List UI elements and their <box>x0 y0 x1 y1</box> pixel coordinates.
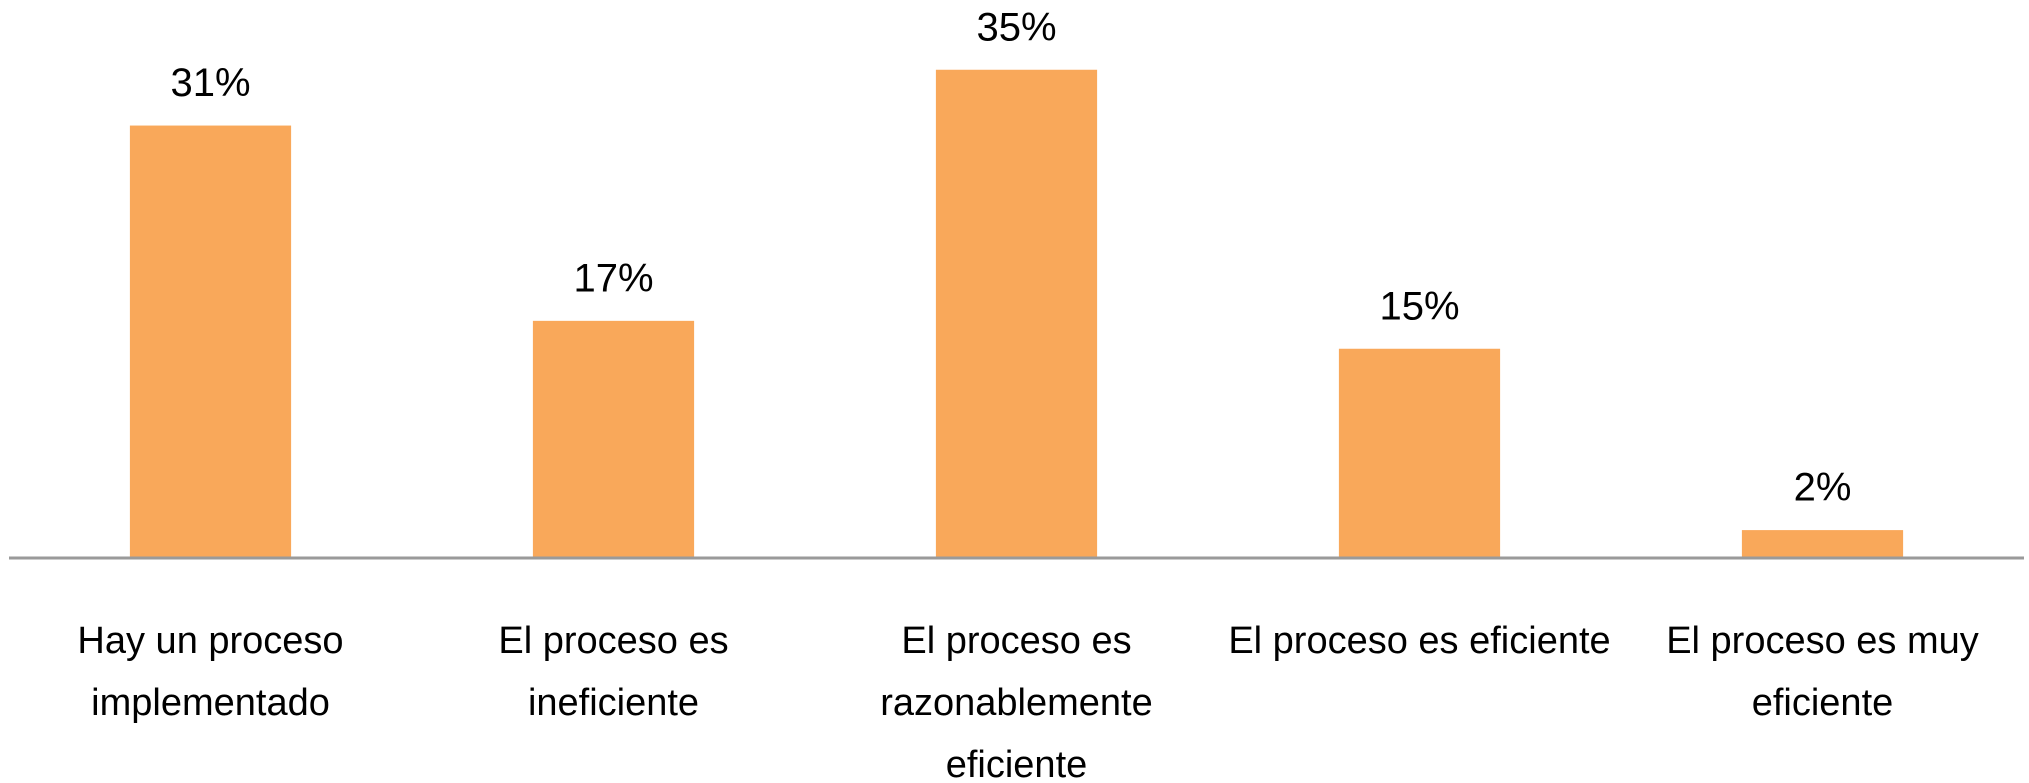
bar <box>532 320 695 558</box>
x-tick-label: El proceso es razonablemente eficiente <box>880 620 1153 783</box>
x-tick-label: El proceso es eficiente <box>1228 620 1610 662</box>
x-tick-label: Hay un proceso implementado <box>77 620 343 724</box>
bar <box>935 69 1098 558</box>
x-tick-label: El proceso es muy eficiente <box>1666 620 1979 724</box>
bar <box>129 125 292 559</box>
value-label: 31% <box>170 61 250 105</box>
value-label: 35% <box>976 5 1056 49</box>
value-label: 2% <box>1794 466 1852 510</box>
x-tick-label: El proceso es ineficiente <box>498 620 728 724</box>
bar <box>1741 530 1904 558</box>
value-label: 17% <box>573 256 653 300</box>
value-label: 15% <box>1379 284 1459 328</box>
bar <box>1338 348 1501 558</box>
